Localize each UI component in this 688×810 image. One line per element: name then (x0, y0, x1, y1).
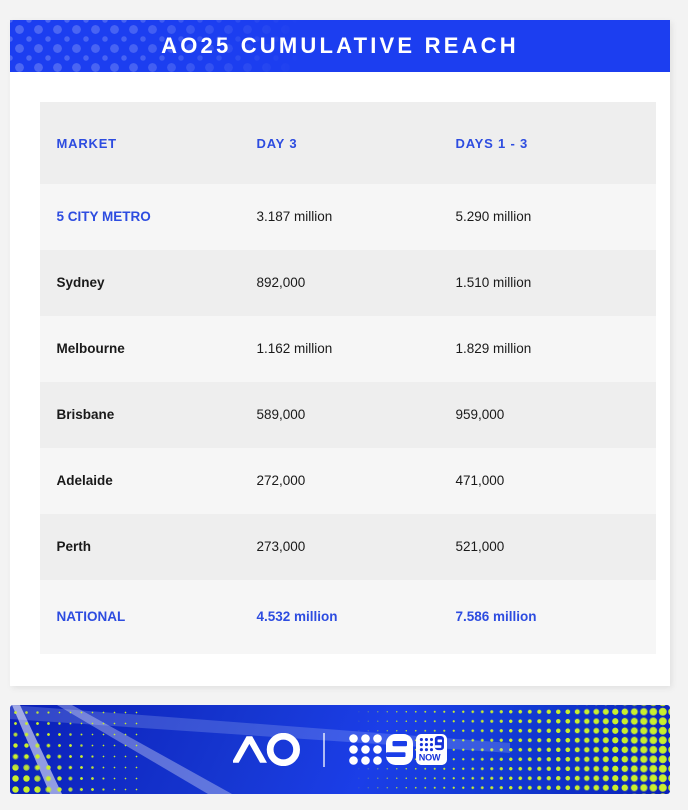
svg-text:NOW: NOW (418, 753, 440, 763)
